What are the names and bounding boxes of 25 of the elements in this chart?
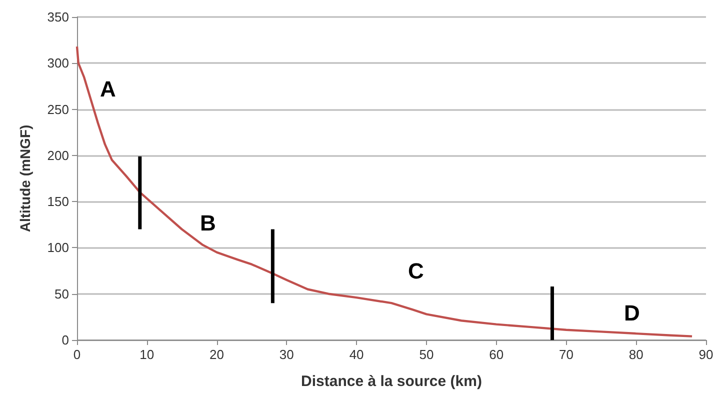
annotation: B: [200, 210, 216, 236]
annotation: C: [408, 258, 424, 284]
y-tick-label: 350: [47, 10, 69, 24]
x-tick-label: 30: [279, 347, 294, 362]
y-tick-label: 300: [47, 56, 69, 71]
y-tick-label: 0: [62, 332, 69, 348]
x-tick-label: 10: [140, 347, 154, 362]
x-tick-label: 70: [558, 347, 574, 362]
annotation: A: [100, 76, 116, 102]
y-tick-label: 50: [54, 286, 69, 302]
x-axis-title: Distance à la source (km): [301, 373, 482, 390]
y-tick-label: 200: [47, 148, 69, 163]
x-tick-label: 20: [210, 347, 224, 362]
x-tick-label: 90: [698, 347, 714, 362]
x-tick-label: 50: [419, 347, 434, 362]
x-tick-label: 60: [489, 347, 504, 362]
line-series: [76, 45, 694, 338]
x-tick-label: 80: [628, 347, 644, 362]
x-tick-label: 40: [349, 347, 364, 362]
annotation: D: [624, 300, 640, 326]
y-tick-label: 150: [47, 194, 69, 210]
y-axis-title: Altitude (mNGF): [17, 124, 33, 232]
x-tick-label: 0: [73, 347, 81, 362]
y-tick-label: 100: [47, 240, 69, 256]
y-tick-label: 250: [47, 102, 69, 117]
